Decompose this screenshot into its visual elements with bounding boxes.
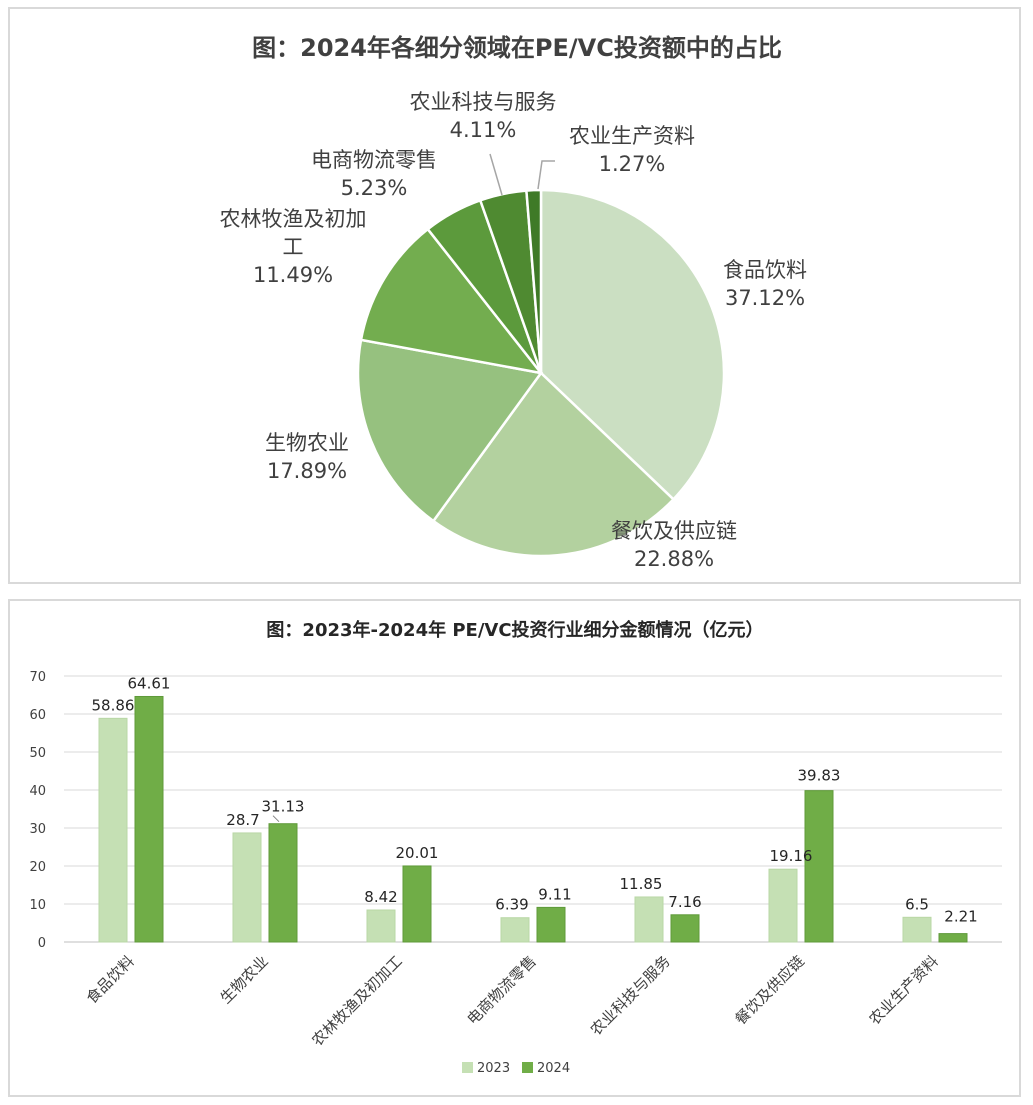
- pie-slice-label: 食品饮料: [723, 258, 807, 282]
- bar-value-label: 31.13: [262, 798, 305, 816]
- y-tick-label: 10: [29, 898, 46, 913]
- y-tick-label: 60: [29, 708, 46, 723]
- pie-slice-label: 农业生产资料: [569, 124, 695, 148]
- y-tick-label: 50: [29, 746, 46, 761]
- legend-swatch: [462, 1062, 473, 1073]
- bar-2024: [536, 906, 566, 943]
- bar-value-label: 2.21: [944, 908, 977, 926]
- pie-chart-title: 图：2024年各细分领域在PE/VC投资额中的占比: [252, 34, 782, 62]
- pie-slice-percent: 5.23%: [341, 176, 408, 200]
- pie-slice-label: 电商物流零售: [311, 148, 437, 172]
- pie-slice-label: 餐饮及供应链: [611, 519, 737, 543]
- legend-swatch: [522, 1062, 533, 1073]
- bar-value-label: 8.42: [364, 888, 397, 906]
- bar-2023: [902, 916, 932, 943]
- pie-slice-label: 农林牧渔及初加: [220, 207, 367, 231]
- bar-value-label: 6.39: [495, 896, 528, 914]
- legend-label: 2024: [537, 1061, 570, 1076]
- y-tick-label: 30: [29, 822, 46, 837]
- bar-2024: [402, 865, 432, 943]
- pie-slice-percent: 11.49%: [253, 263, 333, 287]
- pie-slice: [431, 371, 676, 558]
- pie-slice: [539, 188, 726, 502]
- y-tick-label: 40: [29, 784, 46, 799]
- bar-2023: [366, 909, 396, 943]
- pie-slice-label: 工: [283, 235, 304, 259]
- legend-label: 2023: [477, 1061, 510, 1076]
- pie-leader-line: [537, 160, 555, 190]
- bar-2024: [134, 695, 164, 943]
- bar-value-label: 39.83: [798, 767, 841, 785]
- x-category-label: 农林牧渔及初加工: [308, 952, 406, 1050]
- bar-value-label: 58.86: [92, 696, 135, 714]
- pie-slice: [356, 338, 544, 523]
- pie-slice: [525, 188, 543, 374]
- bar-2024: [670, 914, 700, 943]
- x-category-label: 食品饮料: [83, 952, 138, 1007]
- pie-leader-line: [489, 153, 503, 196]
- bar-value-label: 28.7: [226, 811, 259, 829]
- pie-slice-label: 农业科技与服务: [410, 90, 557, 114]
- bar-2024: [268, 823, 298, 943]
- x-category-label: 电商物流零售: [463, 952, 539, 1028]
- bar-value-label: 11.85: [620, 875, 663, 893]
- pie-slice: [359, 227, 545, 375]
- bar-2023: [634, 896, 664, 943]
- bar-chart-title: 图：2023年-2024年 PE/VC投资行业细分金额情况（亿元）: [266, 619, 763, 641]
- pie-slice-label: 生物农业: [265, 431, 349, 455]
- y-tick-label: 0: [38, 936, 46, 951]
- y-tick-label: 70: [29, 670, 46, 685]
- pie-chart-panel: 图：2024年各细分领域在PE/VC投资额中的占比 食品饮料 37.12% 餐饮及供…: [8, 7, 1021, 584]
- pie-chart: 图：2024年各细分领域在PE/VC投资额中的占比 食品饮料 37.12% 餐饮及供…: [220, 34, 808, 571]
- bar-value-label: 20.01: [396, 844, 439, 862]
- bar-2023: [500, 917, 530, 943]
- bar-value-label: 9.11: [538, 885, 571, 903]
- x-category-label: 农业生产资料: [865, 952, 941, 1028]
- pie-slice-percent: 22.88%: [634, 547, 714, 571]
- bar-chart-panel: 图：2023年-2024年 PE/VC投资行业细分金额情况（亿元） 0 10 20 3…: [8, 599, 1021, 1097]
- pie-slice-percent: 37.12%: [725, 286, 805, 310]
- bar-value-label: 6.5: [905, 895, 929, 913]
- pie-slice-percent: 17.89%: [267, 459, 347, 483]
- pie-slice-percent: 4.11%: [450, 118, 517, 142]
- bar-2023: [98, 717, 128, 943]
- bar-2023: [232, 832, 262, 943]
- x-category-label: 农业科技与服务: [587, 952, 674, 1039]
- bar-2023: [768, 868, 798, 943]
- x-category-label: 生物农业: [217, 952, 272, 1007]
- bar-value-label: 64.61: [128, 674, 171, 692]
- pie-slice-percent: 1.27%: [599, 152, 666, 176]
- bar-2024: [938, 933, 968, 943]
- bar-value-label: 19.16: [770, 847, 813, 865]
- bar-value-label: 7.16: [668, 893, 701, 911]
- bar-label-connector: [272, 815, 280, 823]
- y-tick-label: 20: [29, 860, 46, 875]
- bar-chart: 图：2023年-2024年 PE/VC投资行业细分金额情况（亿元） 0 10 20 3…: [29, 619, 1002, 1076]
- bar-2024: [804, 790, 834, 943]
- x-category-label: 餐饮及供应链: [731, 952, 807, 1028]
